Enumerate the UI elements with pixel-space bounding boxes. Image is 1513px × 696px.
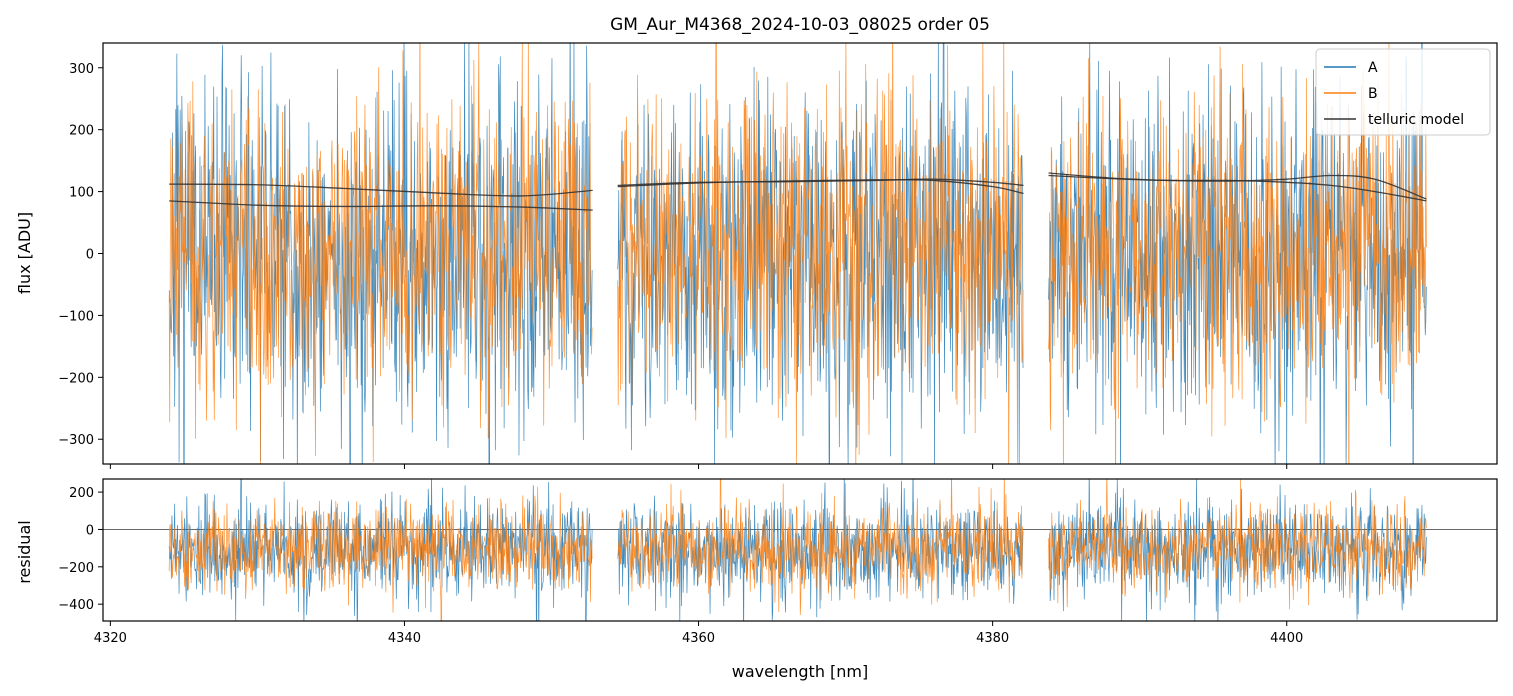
flux-y-ticks: −300 −200 −100 0 100 200 300 bbox=[58, 62, 103, 448]
residual-panel: −400 −200 0 200 4320 4340 4360 4380 4400 residu… bbox=[15, 478, 1498, 681]
residual-x-tick-label: 4320 bbox=[94, 631, 127, 646]
flux-y-tick-label: −200 bbox=[58, 371, 94, 386]
telluric-model-curve-6 bbox=[1048, 174, 1427, 202]
residual-y-axis-label: residual bbox=[15, 520, 34, 583]
telluric-model-curve-1 bbox=[169, 183, 593, 197]
residual-y-tick-label: 200 bbox=[69, 486, 94, 501]
residual-series-a-segment-2 bbox=[617, 479, 1024, 621]
residual-y-tick-label: 0 bbox=[86, 523, 94, 538]
flux-y-axis-label: flux [ADU] bbox=[15, 212, 34, 294]
flux-y-tick-label: 100 bbox=[69, 186, 94, 201]
residual-axes-frame bbox=[102, 478, 1498, 622]
flux-y-tick-label: 0 bbox=[86, 248, 94, 263]
legend-label-telluric: telluric model bbox=[1368, 112, 1464, 128]
chart-title: GM_Aur_M4368_2024-10-03_08025 order 05 bbox=[610, 15, 990, 35]
residual-x-tick-label: 4380 bbox=[976, 631, 1009, 646]
residual-x-ticks: 4320 4340 4360 4380 4400 bbox=[94, 621, 1303, 646]
residual-y-tick-label: −400 bbox=[58, 598, 94, 613]
residual-x-tick-label: 4400 bbox=[1270, 631, 1303, 646]
flux-y-tick-label: 300 bbox=[69, 62, 94, 77]
residual-series-b-segment-3 bbox=[1048, 479, 1427, 610]
residual-series-b-segment-1 bbox=[168, 486, 593, 621]
flux-y-tick-label: −300 bbox=[58, 433, 94, 448]
flux-series-b-segment-2 bbox=[617, 43, 1024, 464]
flux-series-b-segment-3 bbox=[1048, 43, 1427, 464]
legend: A B telluric model bbox=[1315, 48, 1491, 136]
flux-series-b-segment-1 bbox=[168, 43, 593, 464]
telluric-model-curve-2 bbox=[169, 200, 593, 211]
residual-x-tick-label: 4360 bbox=[682, 631, 715, 646]
x-axis-label: wavelength [nm] bbox=[732, 662, 869, 681]
flux-panel: −300 −200 −100 0 100 200 300 flux [ADU] A B te… bbox=[15, 42, 1498, 469]
residual-plot-area bbox=[103, 479, 1497, 621]
telluric-model-curve-4 bbox=[617, 179, 1024, 195]
flux-y-tick-label: −100 bbox=[58, 309, 94, 324]
legend-label-b: B bbox=[1368, 86, 1378, 102]
residual-x-tick-label: 4340 bbox=[388, 631, 421, 646]
flux-x-ticks bbox=[109, 464, 1288, 469]
legend-frame bbox=[1315, 48, 1491, 136]
residual-y-ticks: −400 −200 0 200 bbox=[58, 486, 103, 613]
legend-label-a: A bbox=[1368, 60, 1378, 76]
flux-plot-area bbox=[168, 43, 1427, 464]
flux-y-tick-label: 200 bbox=[69, 124, 94, 139]
residual-series-b-segment-2 bbox=[617, 479, 1024, 616]
residual-y-tick-label: −200 bbox=[58, 561, 94, 576]
